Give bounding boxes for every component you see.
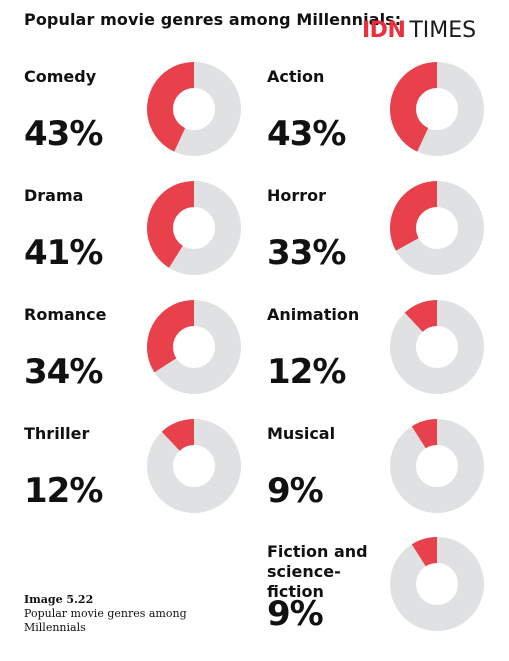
- percent-label-comedy: 43%: [24, 114, 103, 154]
- percent-label-action: 43%: [267, 114, 346, 154]
- genre-label-fiction-and-science-fiction: Fiction and science-fiction: [267, 542, 368, 601]
- donut-horror: [390, 181, 484, 275]
- idn-times-logo: IDN TIMES: [362, 18, 476, 44]
- donut-drama: [147, 181, 241, 275]
- genre-label-animation: Animation: [267, 305, 360, 324]
- image-caption: Image 5.22 Popular movie genres among Mi…: [24, 593, 204, 635]
- percent-label-drama: 41%: [24, 233, 103, 273]
- caption-label: Image 5.22: [24, 593, 94, 606]
- donut-fiction-and-science-fiction: [390, 537, 484, 631]
- genre-label-horror: Horror: [267, 186, 327, 205]
- genre-label-thriller: Thriller: [24, 424, 90, 443]
- genre-label-action: Action: [267, 67, 325, 86]
- donut-slice-horror: [390, 181, 484, 275]
- donut-slice-comedy: [147, 62, 241, 156]
- donut-action: [390, 62, 484, 156]
- donut-slice-drama: [147, 181, 241, 275]
- caption-text: Popular movie genres among Millennials: [24, 607, 187, 634]
- percent-label-musical: 9%: [267, 471, 324, 511]
- percent-label-horror: 33%: [267, 233, 346, 273]
- genre-label-romance: Romance: [24, 305, 107, 324]
- donut-animation: [390, 300, 484, 394]
- donut-romance: [147, 300, 241, 394]
- donut-comedy: [147, 62, 241, 156]
- percent-label-thriller: 12%: [24, 471, 103, 511]
- donut-musical: [390, 419, 484, 513]
- donut-slice-fiction-and-science-fiction: [390, 537, 484, 631]
- genre-label-musical: Musical: [267, 424, 336, 443]
- genre-label-comedy: Comedy: [24, 67, 97, 86]
- logo-idn: IDN: [362, 18, 406, 43]
- percent-label-fiction-and-science-fiction: 9%: [267, 594, 324, 634]
- donut-slice-musical: [390, 419, 484, 513]
- genre-label-drama: Drama: [24, 186, 84, 205]
- chart-title: Popular movie genres among Millennials:: [24, 10, 402, 29]
- percent-label-romance: 34%: [24, 352, 103, 392]
- donut-thriller: [147, 419, 241, 513]
- donut-slice-thriller: [147, 419, 241, 513]
- donut-slice-animation: [390, 300, 484, 394]
- logo-times: TIMES: [409, 18, 477, 43]
- percent-label-animation: 12%: [267, 352, 346, 392]
- donut-slice-romance: [147, 300, 241, 394]
- donut-slice-action: [390, 62, 484, 156]
